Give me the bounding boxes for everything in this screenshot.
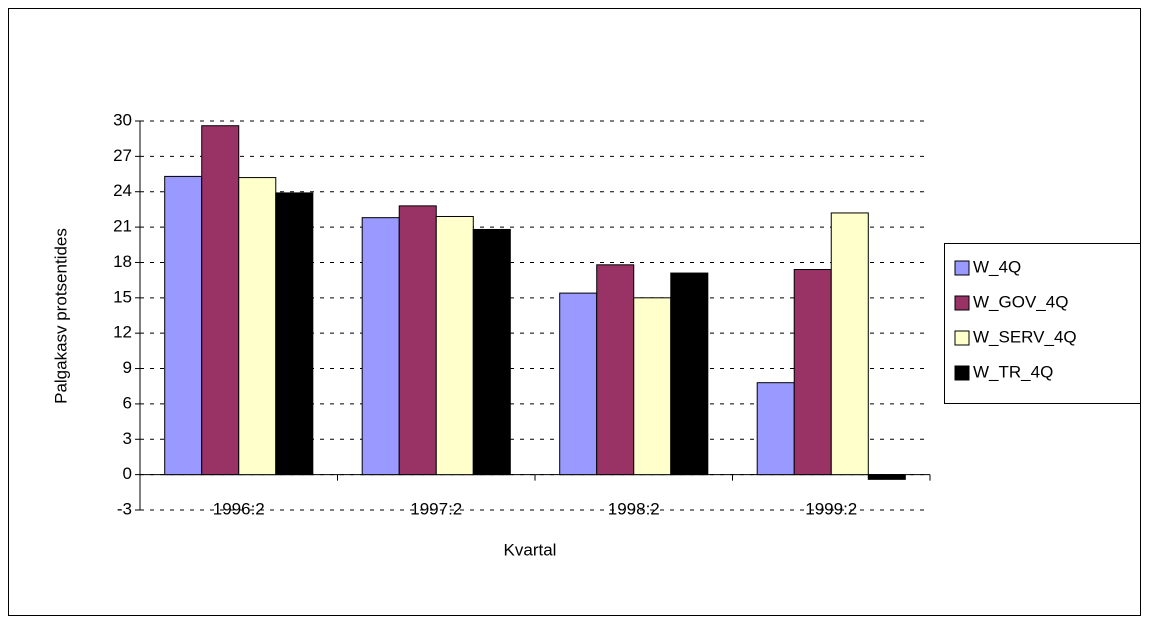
bar [756, 382, 795, 476]
y-tick-label: 0 [123, 464, 132, 483]
y-tick-label: 27 [113, 146, 132, 165]
bar [670, 272, 709, 476]
bar [238, 177, 277, 476]
y-tick-label: 30 [113, 110, 132, 129]
bar [830, 212, 869, 476]
bar [275, 192, 314, 476]
bar [793, 269, 832, 476]
bar [164, 175, 203, 476]
bar [633, 297, 672, 476]
legend-swatch [954, 365, 970, 381]
bar [472, 228, 511, 476]
bar [435, 215, 474, 476]
bar [559, 292, 598, 476]
legend-label: W_SERV_4Q [973, 327, 1077, 346]
y-axis-title: Palgakasv protsentides [51, 228, 70, 404]
bar [201, 125, 240, 476]
x-tick-label: 1996:2 [213, 499, 265, 518]
legend-swatch [954, 330, 970, 346]
y-tick-label: 9 [123, 358, 132, 377]
y-tick-label: 3 [123, 429, 132, 448]
x-tick-label: 1998:2 [608, 499, 660, 518]
bar [361, 217, 400, 476]
legend-label: W_TR_4Q [973, 362, 1053, 381]
legend [944, 243, 1141, 404]
bar [596, 264, 635, 476]
y-tick-label: 12 [113, 323, 132, 342]
y-tick-label: 15 [113, 287, 132, 306]
legend-label: W_4Q [973, 257, 1021, 276]
y-tick-label: 18 [113, 252, 132, 271]
bar [867, 474, 906, 480]
y-tick-label: -3 [117, 499, 132, 518]
x-tick-label: 1997:2 [410, 499, 462, 518]
y-tick-label: 6 [123, 393, 132, 412]
y-tick-label: 24 [113, 181, 132, 200]
y-tick-label: 21 [113, 217, 132, 236]
legend-swatch [954, 295, 970, 311]
legend-label: W_GOV_4Q [973, 292, 1068, 311]
legend-swatch [954, 260, 970, 276]
bar [398, 205, 437, 476]
x-axis-title: Kvartal [504, 540, 557, 559]
x-tick-label: 1999:2 [805, 499, 857, 518]
